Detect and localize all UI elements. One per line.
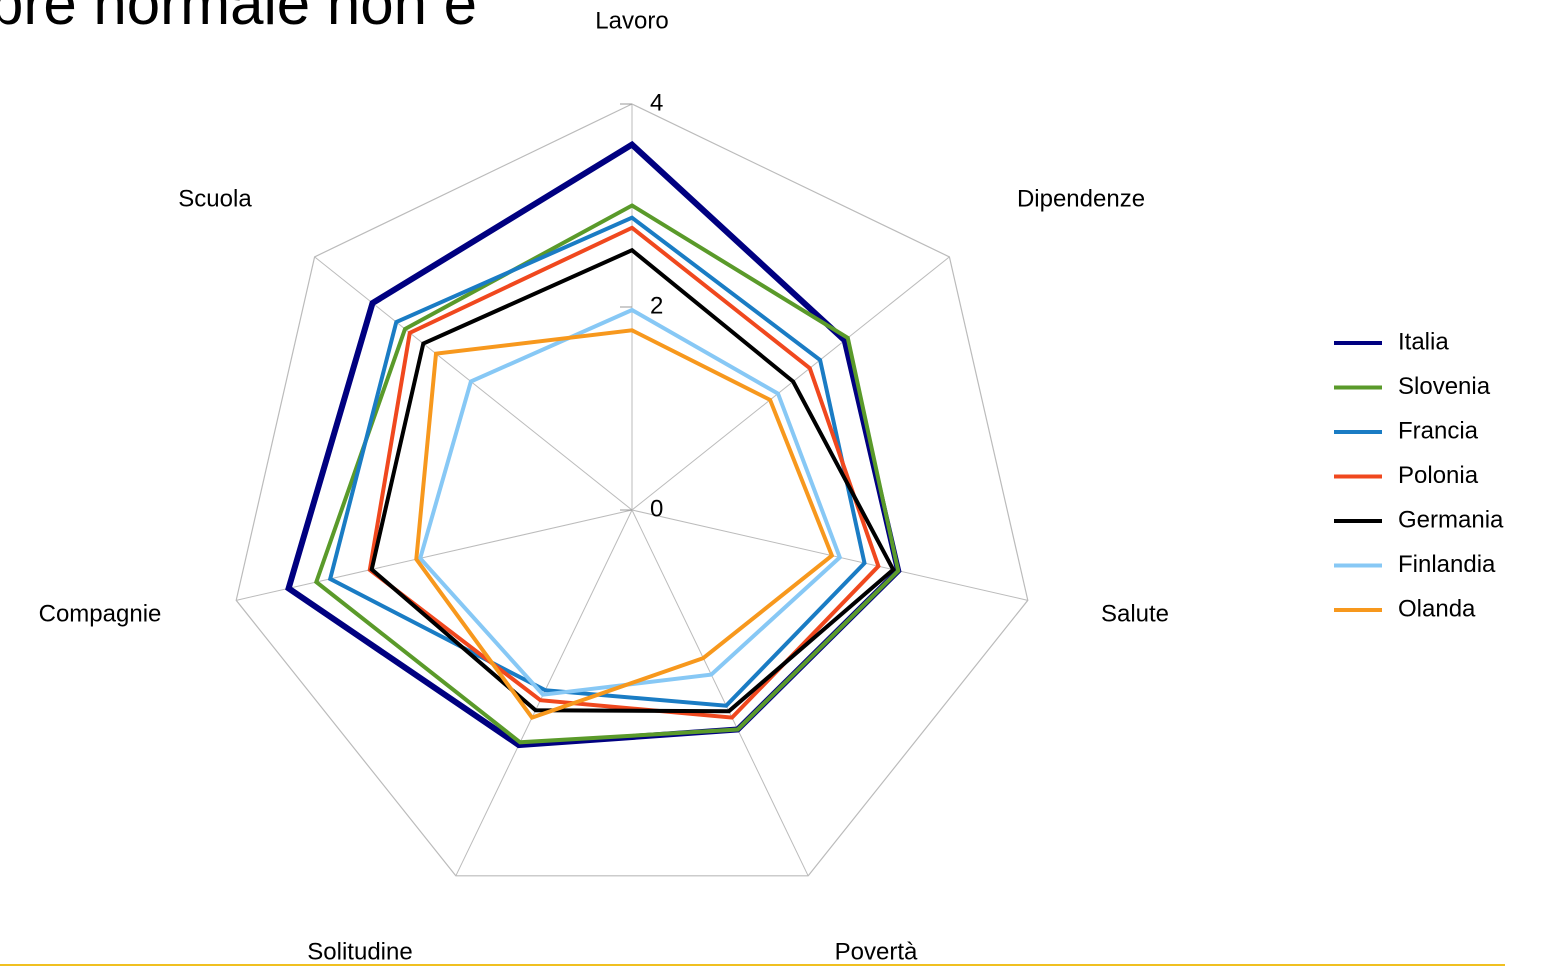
legend-label: Finlandia — [1398, 551, 1496, 578]
spoke — [631, 509, 809, 877]
legend-label: Germania — [1398, 506, 1504, 533]
chart-title: pre normale non è — [0, 0, 477, 37]
legend-label: Olanda — [1398, 595, 1476, 622]
tick-label: 0 — [650, 495, 663, 522]
spoke — [631, 256, 950, 511]
axis-label: Solitudine — [307, 938, 412, 965]
tick-label: 4 — [650, 89, 663, 116]
axis-label: Compagnie — [39, 600, 162, 627]
legend-label: Slovenia — [1398, 373, 1491, 400]
axis-label: Scuola — [178, 185, 252, 212]
legend-label: Italia — [1398, 328, 1449, 355]
legend-label: Francia — [1398, 417, 1479, 444]
axis-label: Povertà — [835, 938, 918, 965]
axis-label: Dipendenze — [1017, 185, 1145, 212]
spoke — [236, 509, 633, 601]
outer-ring — [235, 103, 1029, 877]
series-line — [369, 247, 896, 714]
series-line — [313, 203, 901, 745]
series-line — [327, 215, 867, 708]
axis-label: Salute — [1101, 600, 1169, 627]
tick-label: 2 — [650, 292, 663, 319]
spoke — [314, 256, 633, 511]
legend-label: Polonia — [1398, 462, 1479, 489]
series-line — [414, 328, 835, 720]
axis-label: Lavoro — [595, 7, 668, 34]
